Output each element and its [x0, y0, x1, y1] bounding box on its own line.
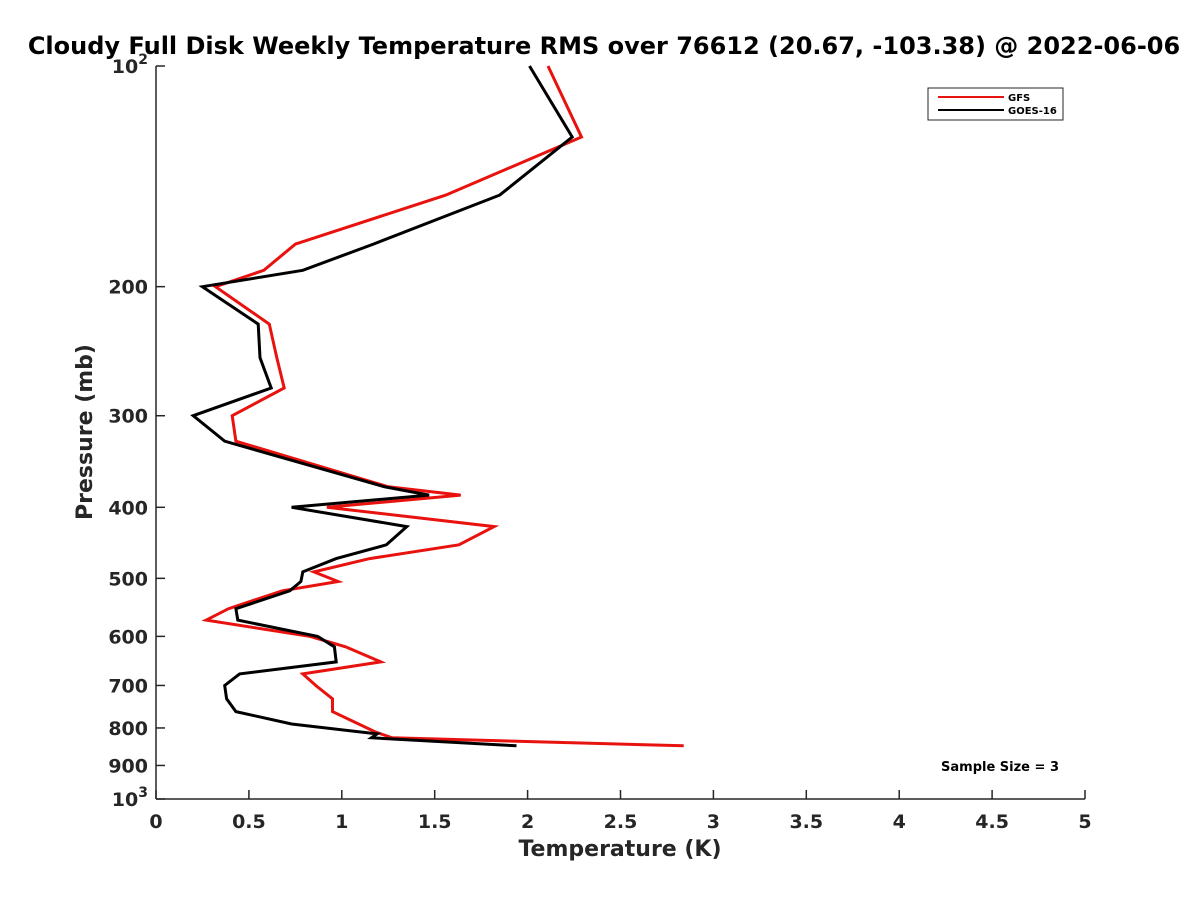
- series-line-gfs: [201, 65, 684, 748]
- x-ticks: 0 0.5 1 1.5 2 2.5 3 3.5 4 4.5 5: [149, 790, 1092, 833]
- y-tick-label: 900: [108, 755, 148, 777]
- x-tick-label: 3: [707, 811, 720, 833]
- y-ticks: 102 200 300 400 500 600 700 800 900 103: [108, 52, 165, 811]
- y-tick-label: 200: [108, 277, 148, 299]
- y-axis-label: Pressure (mb): [73, 344, 98, 520]
- y-tick-label: 500: [108, 568, 148, 590]
- x-tick-label: 0: [149, 811, 162, 833]
- plot-axes: [155, 66, 1085, 800]
- y-tick-label: 400: [108, 497, 148, 519]
- series-line-goes-16: [190, 65, 575, 748]
- legend-label-gfs: GFS: [1008, 93, 1030, 104]
- series-lines: [190, 65, 684, 748]
- chart-title: Cloudy Full Disk Weekly Temperature RMS …: [28, 32, 1180, 60]
- x-tick-label: 2: [521, 811, 534, 833]
- x-axis-label: Temperature (K): [518, 837, 721, 862]
- sample-size-annotation: Sample Size = 3: [941, 760, 1059, 775]
- y-tick-label: 102: [112, 52, 148, 78]
- x-tick-label: 4.5: [975, 811, 1009, 833]
- y-tick-label: 300: [108, 406, 148, 428]
- legend-box: [927, 87, 1064, 121]
- y-tick-label: 600: [108, 626, 148, 648]
- x-tick-label: 4: [893, 811, 906, 833]
- x-tick-label: 0.5: [232, 811, 266, 833]
- x-tick-label: 2.5: [604, 811, 638, 833]
- legend: GFS GOES-16: [927, 87, 1064, 121]
- legend-label-goes-16: GOES-16: [1008, 106, 1057, 117]
- y-tick-label: 700: [108, 675, 148, 697]
- x-tick-label: 5: [1078, 811, 1091, 833]
- x-tick-label: 1: [335, 811, 348, 833]
- x-tick-label: 3.5: [789, 811, 823, 833]
- y-tick-label: 103: [112, 785, 148, 811]
- y-tick-label: 800: [108, 718, 148, 740]
- x-tick-label: 1.5: [418, 811, 452, 833]
